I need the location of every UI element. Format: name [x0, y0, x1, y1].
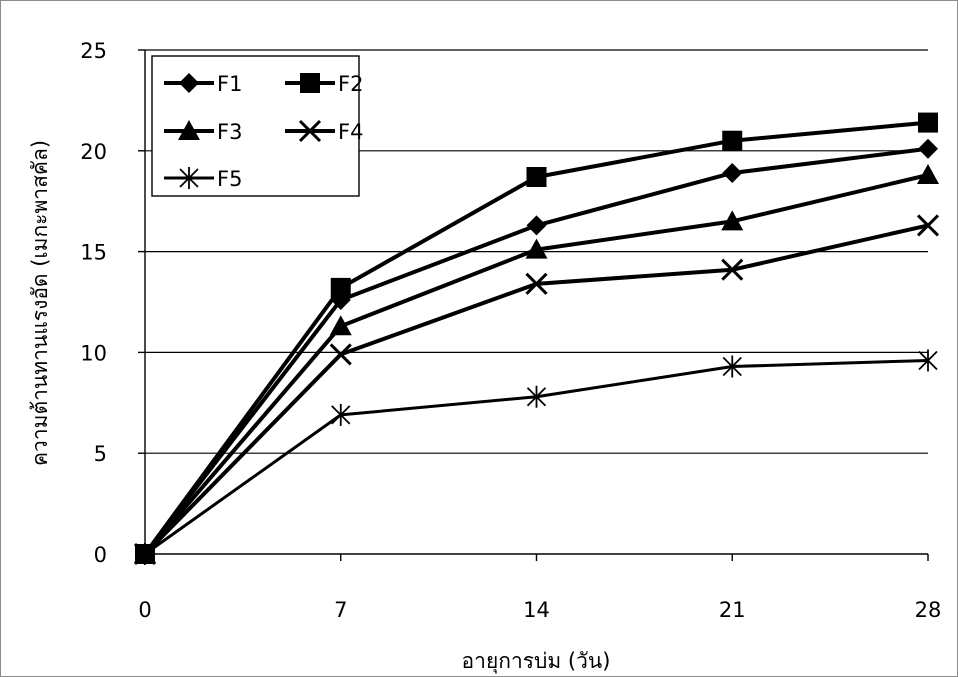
data-point-F3-7	[329, 315, 352, 336]
legend-item-F4: F4	[285, 119, 363, 144]
gridlines	[145, 49, 928, 454]
data-point-F4-7	[329, 343, 352, 366]
legend-item-F3: F3	[164, 120, 242, 144]
y-tick-label-0: 0	[94, 543, 107, 567]
legend-item-F5: F5	[164, 167, 242, 191]
legend-marker-F4	[298, 119, 322, 143]
y-tick-label-10: 10	[80, 341, 107, 365]
legend-label-F1: F1	[217, 72, 242, 96]
axes	[138, 49, 929, 561]
y-tick-label-20: 20	[80, 140, 107, 164]
data-point-F4-7-stroke-b	[329, 343, 352, 366]
data-point-F3-21	[721, 210, 744, 231]
legend-box	[151, 55, 360, 197]
legend-marker-F2	[300, 73, 320, 93]
data-point-F2-14	[526, 167, 547, 188]
data-point-F1-21	[722, 162, 743, 183]
data-point-F4-28	[916, 214, 940, 237]
series-layer	[133, 112, 940, 566]
tick-labels: 0 5 10 15 20 25 0 7 14 21 28	[80, 39, 941, 622]
x-tick-label-21: 21	[719, 598, 746, 622]
data-point-F2-7	[330, 277, 351, 298]
data-point-F2-21	[722, 130, 743, 151]
legend-label-F5: F5	[217, 167, 242, 191]
data-point-F5-14	[526, 385, 547, 408]
legend: F1 F2 F3 F4 F5	[151, 55, 363, 197]
data-point-F4-28-stroke-b	[916, 214, 940, 237]
y-axis-title: ความต้านทานแรงอัด (เมกะพาสคัล)	[28, 140, 52, 466]
y-tick-label-25: 25	[80, 39, 107, 63]
data-point-F4-21-stroke-b	[721, 258, 744, 281]
legend-marker-F1	[179, 73, 199, 93]
legend-item-F1: F1	[164, 72, 242, 96]
series-F3	[134, 163, 939, 563]
legend-marker-F5	[179, 167, 199, 189]
x-tick-label-14: 14	[523, 598, 550, 622]
series-line-F1	[143, 146, 929, 556]
data-point-F4-14-stroke-b	[525, 272, 548, 295]
data-point-F4-14	[525, 272, 548, 295]
x-tick-label-7: 7	[334, 598, 347, 622]
data-point-F5-28	[918, 349, 938, 372]
data-point-F5-7	[331, 403, 351, 426]
data-point-F4-21	[721, 258, 744, 281]
legend-item-F2: F2	[285, 72, 363, 96]
x-tick-label-28: 28	[915, 598, 942, 622]
x-axis-title: อายุการบ่ม (วัน)	[462, 649, 611, 674]
x-tick-label-0: 0	[138, 598, 151, 622]
data-point-F5-21	[722, 355, 742, 378]
data-point-F2-28	[918, 112, 938, 133]
legend-label-F3: F3	[217, 120, 242, 144]
series-F5	[135, 349, 938, 565]
data-point-F3-28	[917, 163, 939, 184]
data-point-F3-14	[525, 238, 548, 259]
legend-marker-F4-stroke-b	[298, 119, 322, 143]
data-point-F5-0	[135, 543, 155, 565]
data-point-F1-28	[918, 138, 938, 159]
y-tick-label-15: 15	[80, 241, 107, 265]
legend-marker-F3	[178, 120, 200, 140]
y-tick-label-5: 5	[94, 442, 107, 466]
data-point-F1-14	[526, 215, 547, 236]
legend-label-F4: F4	[338, 120, 363, 144]
legend-label-F2: F2	[338, 72, 363, 96]
